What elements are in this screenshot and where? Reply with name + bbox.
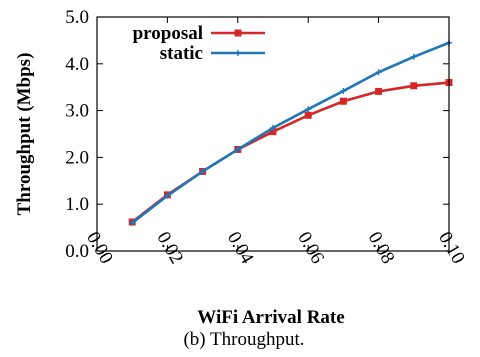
- y-tick-label: 1.0: [65, 194, 89, 215]
- legend-label: static: [160, 43, 203, 64]
- series-line-static: [130, 41, 451, 225]
- y-tick-label: 0.0: [65, 241, 89, 262]
- data-point-static: [410, 53, 417, 60]
- data-point-static: [305, 106, 312, 113]
- figure-caption: (b) Throughput.: [183, 329, 304, 350]
- data-point-static: [375, 69, 382, 76]
- data-point-proposal: [339, 97, 347, 105]
- legend-label: proposal: [133, 23, 203, 44]
- series-line-proposal: [130, 81, 451, 224]
- data-point-static: [270, 124, 276, 131]
- series-layer: [128, 39, 453, 226]
- data-point-proposal: [375, 87, 383, 95]
- legend-item-proposal: proposal: [133, 23, 265, 44]
- y-tick-label: 5.0: [65, 7, 89, 28]
- plot-area-frame: [96, 16, 450, 252]
- y-axis-title: Throughput (Mbps): [14, 53, 35, 216]
- data-point-proposal: [410, 82, 418, 90]
- data-point-static: [340, 87, 347, 94]
- data-point-static: [164, 192, 171, 199]
- tick-layer: 0.01.02.03.04.05.00.00 0.02 0.04 0.06 0.08 0.…: [65, 7, 469, 268]
- x-tick-label: 0.10: [434, 228, 469, 267]
- x-tick-label: 0.06: [293, 228, 328, 267]
- series-proposal: [128, 79, 453, 226]
- series-static: [129, 39, 452, 226]
- y-tick-label: 2.0: [65, 147, 89, 168]
- data-point-static: [234, 146, 241, 153]
- data-point-proposal: [304, 111, 312, 119]
- x-tick-label: 0.08: [364, 228, 399, 267]
- data-point-static: [129, 219, 136, 226]
- legend-marker-square: [234, 29, 242, 37]
- data-point-static: [199, 168, 206, 175]
- x-tick-label: 0.04: [223, 228, 258, 268]
- data-point-proposal: [269, 128, 277, 136]
- y-tick-label: 3.0: [65, 101, 89, 122]
- legend-item-static: static: [160, 43, 265, 64]
- x-axis-title: WiFi Arrival Rate: [197, 307, 344, 328]
- x-tick-label: 0.02: [152, 228, 187, 267]
- y-tick-label: 4.0: [65, 54, 89, 75]
